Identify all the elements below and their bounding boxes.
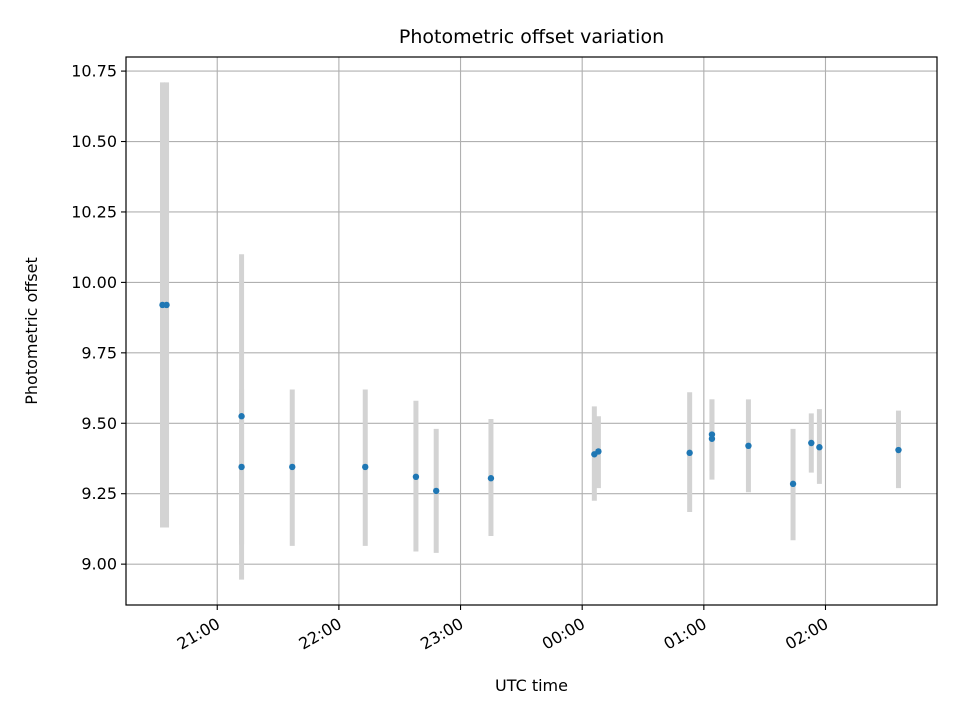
data-point [487,475,495,482]
data-point [412,473,420,481]
data-point [433,487,440,495]
y-axis-ticks: 9.00 9.25 9.50 9.75 10.00 10.25 10.50 10.75 [71,62,126,574]
y-tick-label: 10.25 [71,202,117,221]
grid [126,57,937,605]
data-point [789,480,797,488]
data-point [595,448,602,455]
x-axis-label: UTC time [495,676,568,695]
y-tick-label: 10.00 [71,273,117,292]
y-tick-label: 9.50 [81,414,117,433]
plot-frame [125,56,938,606]
data-point [708,435,716,442]
data-point [895,446,902,454]
y-tick-label: 9.75 [81,343,117,362]
y-tick-label: 10.75 [71,62,117,81]
data-point [808,439,815,447]
data-points [159,301,902,495]
data-point [238,463,245,471]
y-axis-label: Photometric offset [22,257,41,405]
data-point [362,463,369,471]
y-tick-label: 9.00 [81,555,117,574]
data-point [686,449,693,457]
y-tick-label: 9.25 [81,484,117,503]
data-point [163,301,170,309]
data-point [745,442,752,450]
data-point [238,413,245,420]
data-point [816,444,823,451]
y-tick-label: 10.50 [71,132,117,151]
data-point [289,463,296,471]
chart-title: Photometric offset variation [399,26,664,48]
